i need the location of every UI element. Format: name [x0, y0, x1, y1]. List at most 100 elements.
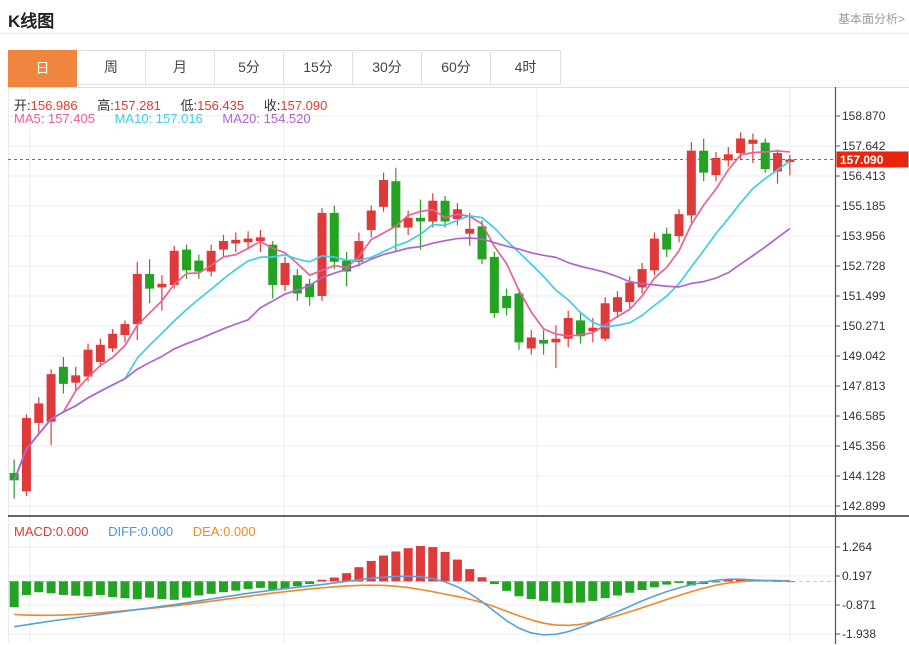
price-tick-label: 155.185 — [842, 199, 886, 213]
macd-bar — [342, 573, 352, 582]
ma10-legend: MA10: 157.016 — [115, 111, 203, 126]
macd-legend: MACD:0.000 DIFF:0.000 DEA:0.000 — [14, 524, 272, 539]
diff-label: DIFF: — [108, 524, 141, 539]
ohlc-legend: 开:156.986 高:157.281 低:156.435 收:157.090 — [14, 95, 343, 114]
macd-bar — [231, 581, 241, 591]
current-price-value: 157.090 — [840, 153, 884, 167]
candle — [576, 313, 586, 344]
candle — [71, 366, 81, 392]
macd-bar — [723, 579, 733, 582]
candle — [108, 328, 118, 353]
price-tick-label: 150.271 — [842, 319, 886, 333]
price-axis: 158.870 157.642 156.413 155.185 153.956 152.7… — [834, 87, 886, 644]
macd-tick-label: 0.197 — [842, 569, 872, 583]
macd-bar — [440, 551, 450, 582]
price-tick-label: 145.356 — [842, 439, 886, 453]
macd-bar — [637, 581, 647, 591]
pane-borders — [0, 33, 909, 517]
candle — [46, 369, 56, 445]
tab-30min[interactable]: 30分 — [353, 51, 422, 84]
candle — [563, 310, 573, 348]
close-pair: 收:157.090 — [264, 98, 328, 113]
candle — [145, 259, 155, 304]
macd-bar — [514, 581, 524, 597]
macd-bar — [206, 581, 216, 594]
macd-bar — [218, 581, 228, 593]
macd-tick-label: 1.264 — [842, 540, 872, 554]
ma5-line — [13, 150, 790, 481]
tab-60min[interactable]: 60分 — [422, 51, 491, 84]
macd-tick-label: -0.871 — [842, 598, 876, 612]
macd-bar — [366, 560, 376, 582]
macd-bar — [502, 581, 512, 591]
candle — [34, 397, 44, 433]
ma20-line — [13, 227, 791, 481]
open-pair: 开:156.986 — [14, 98, 78, 113]
macd-bar — [379, 555, 389, 582]
macd-bar — [649, 581, 659, 588]
macd-bar — [662, 581, 672, 585]
high-label: 高: — [97, 98, 114, 113]
macd-bar — [280, 581, 290, 589]
tab-5min[interactable]: 5分 — [215, 51, 284, 84]
macd-bar — [46, 581, 56, 594]
candle — [132, 261, 142, 340]
candle — [83, 343, 93, 382]
candle — [305, 278, 315, 306]
macd-bar — [145, 581, 155, 598]
tab-month[interactable]: 月 — [146, 51, 215, 84]
fundamental-analysis-link[interactable]: 基本面分析> — [837, 12, 905, 26]
candle — [280, 256, 290, 292]
macd-bar — [9, 581, 19, 608]
tab-week[interactable]: 周 — [77, 51, 146, 84]
ma20-legend: MA20: 154.520 — [222, 111, 310, 126]
macd-bar — [785, 581, 795, 583]
macd-tick-label: -1.938 — [842, 627, 876, 641]
candle — [391, 167, 401, 253]
candle — [674, 209, 684, 243]
diff-pair: DIFF:0.000 — [108, 524, 173, 539]
macd-bar — [563, 581, 573, 604]
candle — [194, 254, 204, 279]
macd-bar — [71, 581, 81, 596]
tab-day[interactable]: 日 — [8, 50, 77, 87]
price-tick-label: 142.899 — [842, 499, 886, 513]
candle — [760, 138, 770, 173]
price-tick-label: 144.128 — [842, 469, 886, 483]
timeframe-tabs: 日 周 月 5分 15分 30分 60分 4时 — [8, 50, 561, 87]
candle — [157, 275, 167, 311]
candle — [539, 330, 549, 355]
candle — [465, 212, 475, 246]
ma-legend: MA5: 157.405 MA10: 157.016 MA20: 154.520 — [14, 111, 327, 126]
macd-bar — [526, 581, 536, 600]
tab-4hour[interactable]: 4时 — [491, 51, 560, 84]
candle — [292, 269, 302, 301]
macd-bar — [686, 581, 696, 586]
candle — [526, 330, 536, 355]
price-tick-label: 151.499 — [842, 289, 886, 303]
macd-bar — [34, 581, 44, 593]
macd-bar — [736, 578, 746, 582]
candle — [477, 220, 487, 265]
low-pair: 低:156.435 — [181, 98, 245, 113]
candle — [637, 263, 647, 294]
macd-bar — [403, 548, 413, 582]
macd-label: MACD: — [14, 524, 56, 539]
macd-bar — [489, 581, 499, 585]
macd-bar — [95, 581, 105, 595]
price-tick-label: 158.870 — [842, 109, 886, 123]
price-tick-label: 147.813 — [842, 379, 886, 393]
diff-line — [14, 575, 790, 636]
candle — [21, 414, 31, 497]
tab-15min[interactable]: 15分 — [284, 51, 353, 84]
candle — [773, 149, 783, 184]
open-value: 156.986 — [30, 98, 78, 113]
candle — [58, 357, 68, 394]
gridlines — [8, 87, 835, 643]
candle — [502, 288, 512, 316]
macd-histogram — [9, 546, 795, 608]
candle — [748, 133, 758, 163]
current-price-badge: 157.090 — [836, 151, 909, 168]
